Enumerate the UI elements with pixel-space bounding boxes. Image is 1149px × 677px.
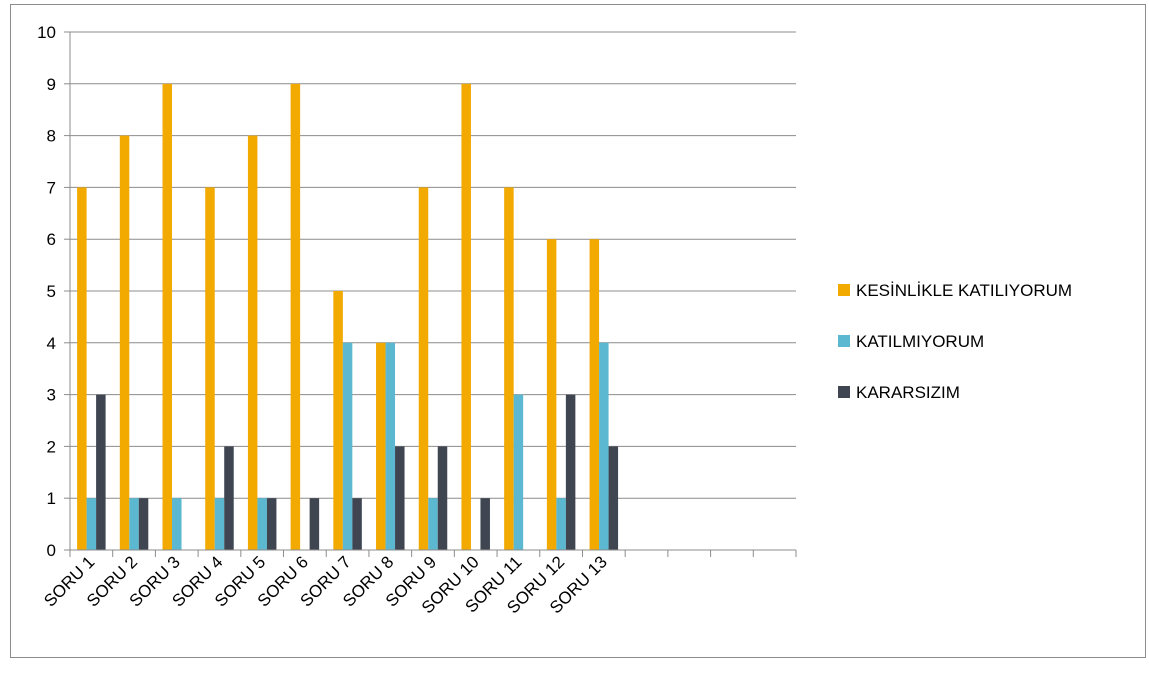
y-tick-label: 4: [47, 334, 56, 353]
bar: [352, 498, 362, 550]
legend-swatch: [838, 284, 850, 296]
y-tick-label: 8: [47, 127, 56, 146]
bar: [129, 498, 139, 550]
axes: [70, 32, 796, 557]
bar: [395, 446, 405, 550]
bar: [248, 136, 257, 550]
bar: [267, 498, 277, 550]
y-tick-label: 5: [47, 282, 56, 301]
bar: [333, 291, 343, 550]
bar: [376, 343, 386, 550]
legend-label: KESİNLİKLE KATILIYORUM: [856, 281, 1072, 300]
bars: [77, 84, 618, 550]
bar: [504, 187, 513, 550]
bar: [419, 187, 429, 550]
bar: [77, 187, 87, 550]
legend-swatch: [838, 335, 850, 347]
y-tick-label: 2: [47, 437, 56, 456]
legend-label: KARARSIZIM: [856, 383, 960, 402]
bar: [310, 498, 320, 550]
bar: [461, 84, 471, 550]
y-tick-label: 3: [47, 386, 56, 405]
bar: [139, 498, 149, 550]
bar: [215, 498, 225, 550]
bar: [224, 446, 234, 550]
bar: [566, 395, 576, 550]
legend-swatch: [838, 386, 850, 398]
y-tick-label: 9: [47, 75, 56, 94]
bar: [291, 84, 301, 550]
bar: [599, 343, 609, 550]
bar: [87, 498, 97, 550]
y-tick-label: 10: [37, 23, 56, 42]
bar: [386, 343, 396, 550]
bar: [172, 498, 182, 550]
bar: [205, 187, 215, 550]
bar: [120, 136, 130, 550]
y-tick-label: 6: [47, 230, 56, 249]
bar: [590, 239, 600, 550]
bar: [547, 239, 557, 550]
bar: [514, 395, 524, 550]
bar: [480, 498, 490, 550]
bar: [257, 498, 267, 550]
y-tick-labels: 0 1 2 3 4 5 6 7 8 9 10: [37, 23, 56, 560]
bar: [609, 446, 619, 550]
bar: [556, 498, 566, 550]
bar: [343, 343, 353, 550]
bar: [438, 446, 448, 550]
bar: [163, 84, 173, 550]
legend: KESİNLİKLE KATILIYORUM KATILMIYORUM KARARS…: [838, 281, 1072, 402]
y-tick-label: 7: [47, 178, 56, 197]
legend-label: KATILMIYORUM: [856, 332, 984, 351]
y-tick-label: 1: [47, 489, 56, 508]
gridlines: [64, 32, 796, 550]
bar: [428, 498, 438, 550]
bar: [96, 395, 106, 550]
y-tick-label: 0: [47, 541, 56, 560]
